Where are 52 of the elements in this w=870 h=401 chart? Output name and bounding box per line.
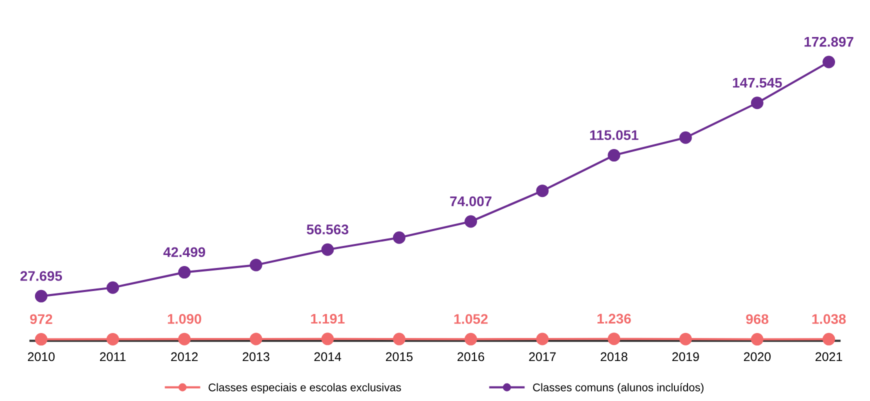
x-tick-label: 2012 — [171, 352, 198, 362]
x-tick-label: 2010 — [28, 352, 55, 362]
data-label: 968 — [746, 314, 768, 324]
point — [608, 332, 620, 346]
data-label: 1.052 — [454, 314, 488, 324]
x-tick-label: 2016 — [458, 352, 484, 362]
data-label: 972 — [30, 314, 52, 324]
point — [250, 258, 262, 272]
data-label: 56.563 — [306, 224, 348, 234]
point — [34, 333, 48, 346]
x-tick-label: 2017 — [529, 352, 556, 362]
point — [392, 231, 406, 244]
x-tick-label: 2018 — [600, 352, 628, 362]
point — [178, 332, 191, 346]
point — [536, 332, 549, 346]
legend-label: Classes comuns (alunos incluídos) — [533, 383, 704, 394]
x-tick-label: 2014 — [314, 352, 342, 362]
x-tick-label: 2011 — [100, 352, 126, 362]
legend-label: Classes especiais e escolas exclusivas — [208, 383, 401, 394]
point — [321, 332, 334, 346]
point — [178, 266, 191, 279]
data-label: 1.038 — [812, 314, 846, 324]
point — [34, 290, 48, 302]
point — [822, 56, 836, 68]
point — [106, 281, 120, 294]
point — [106, 332, 120, 346]
point — [464, 215, 478, 228]
point — [536, 184, 549, 198]
point — [250, 332, 262, 346]
point — [679, 131, 692, 144]
x-tick-label: 2021 — [816, 352, 842, 362]
point — [321, 243, 334, 256]
point — [750, 96, 764, 110]
data-label: 1.090 — [168, 314, 202, 324]
data-label: 147.545 — [732, 78, 782, 88]
data-label: 172.897 — [804, 36, 854, 47]
x-tick-label: 2019 — [672, 352, 699, 362]
x-tick-label: 2015 — [386, 352, 413, 362]
data-label: 115.051 — [590, 130, 638, 140]
x-tick-label: 2020 — [744, 352, 771, 362]
point — [392, 332, 406, 346]
point — [608, 149, 620, 162]
x-tick-label: 2013 — [242, 352, 270, 362]
data-label: 74.007 — [450, 196, 492, 206]
data-label: 1.236 — [598, 314, 631, 324]
data-label: 27.695 — [20, 271, 62, 281]
data-label: 42.499 — [163, 247, 206, 258]
point — [679, 332, 692, 346]
point — [750, 333, 764, 346]
point — [464, 332, 478, 346]
point — [822, 332, 836, 346]
data-label: 1.191 — [311, 314, 345, 324]
